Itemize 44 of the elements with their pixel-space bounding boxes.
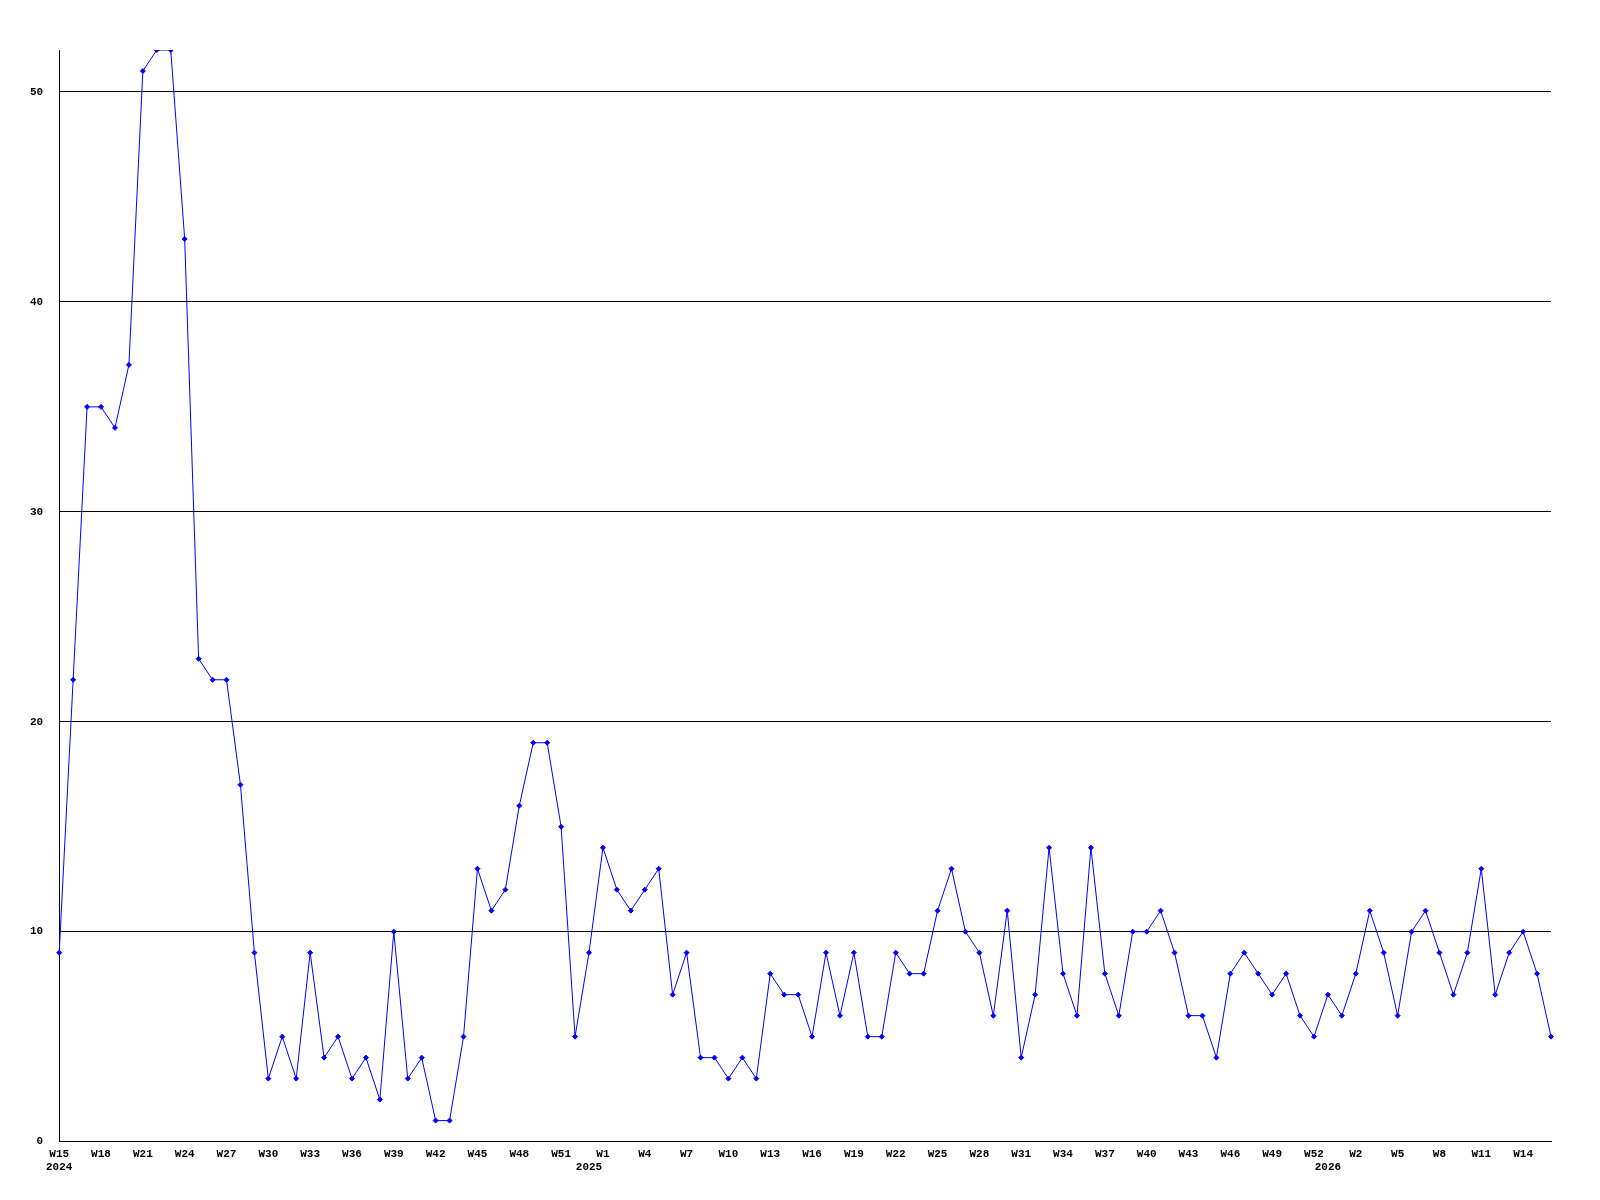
x-tick-label: W52	[1304, 1147, 1324, 1160]
y-tick-label: 30	[30, 505, 44, 518]
x-tick-label: W28	[969, 1147, 990, 1160]
x-tick-label: W49	[1262, 1147, 1283, 1160]
x-tick-label: W21	[132, 1147, 154, 1160]
x-tick-label: W13	[760, 1147, 781, 1160]
x-tick-label: W14	[1513, 1147, 1534, 1160]
x-tick-label: W39	[383, 1147, 404, 1160]
x-tick-label: W31	[1011, 1147, 1032, 1160]
x-tick-label: W37	[1094, 1147, 1115, 1160]
x-tick-label: W7	[679, 1147, 694, 1160]
x-tick-label: 2025	[575, 1161, 603, 1174]
y-tick-label: 20	[30, 715, 44, 728]
x-tick-label: W22	[885, 1147, 906, 1160]
x-tick-label: W30	[258, 1147, 279, 1160]
x-tick-label: W5	[1391, 1147, 1405, 1160]
x-tick-label: W10	[718, 1147, 739, 1160]
y-tick-label: 50	[30, 85, 44, 98]
x-tick-label: W16	[802, 1147, 822, 1160]
x-tick-label: W1	[596, 1147, 610, 1160]
x-tick-label: W4	[638, 1147, 652, 1160]
x-tick-label: W51	[551, 1147, 572, 1160]
x-tick-label: W18	[91, 1147, 112, 1160]
x-tick-label: W34	[1053, 1147, 1074, 1160]
x-tick-label: W45	[467, 1147, 488, 1160]
x-tick-label: W33	[300, 1147, 321, 1160]
y-tick-label: 0	[36, 1135, 44, 1148]
x-tick-label: W42	[425, 1147, 446, 1160]
x-tick-label: W24	[174, 1147, 195, 1160]
x-tick-label: W46	[1220, 1147, 1241, 1160]
x-tick-label: W40	[1136, 1147, 1157, 1160]
x-tick-label: W27	[216, 1147, 237, 1160]
x-tick-label: W25	[927, 1147, 948, 1160]
x-tick-label: W2	[1349, 1147, 1363, 1160]
x-tick-label: W11	[1471, 1147, 1492, 1160]
x-tick-label: W19	[843, 1147, 864, 1160]
x-tick-label: W48	[509, 1147, 530, 1160]
y-tick-label: 10	[30, 925, 44, 938]
x-tick-label: W36	[342, 1147, 362, 1160]
y-tick-label: 40	[30, 295, 44, 308]
x-tick-label: W8	[1432, 1147, 1447, 1160]
x-tick-label: W15 2024	[46, 1147, 73, 1174]
x-tick-label: 2026	[1314, 1161, 1342, 1174]
x-tick-label: W43	[1178, 1147, 1199, 1160]
